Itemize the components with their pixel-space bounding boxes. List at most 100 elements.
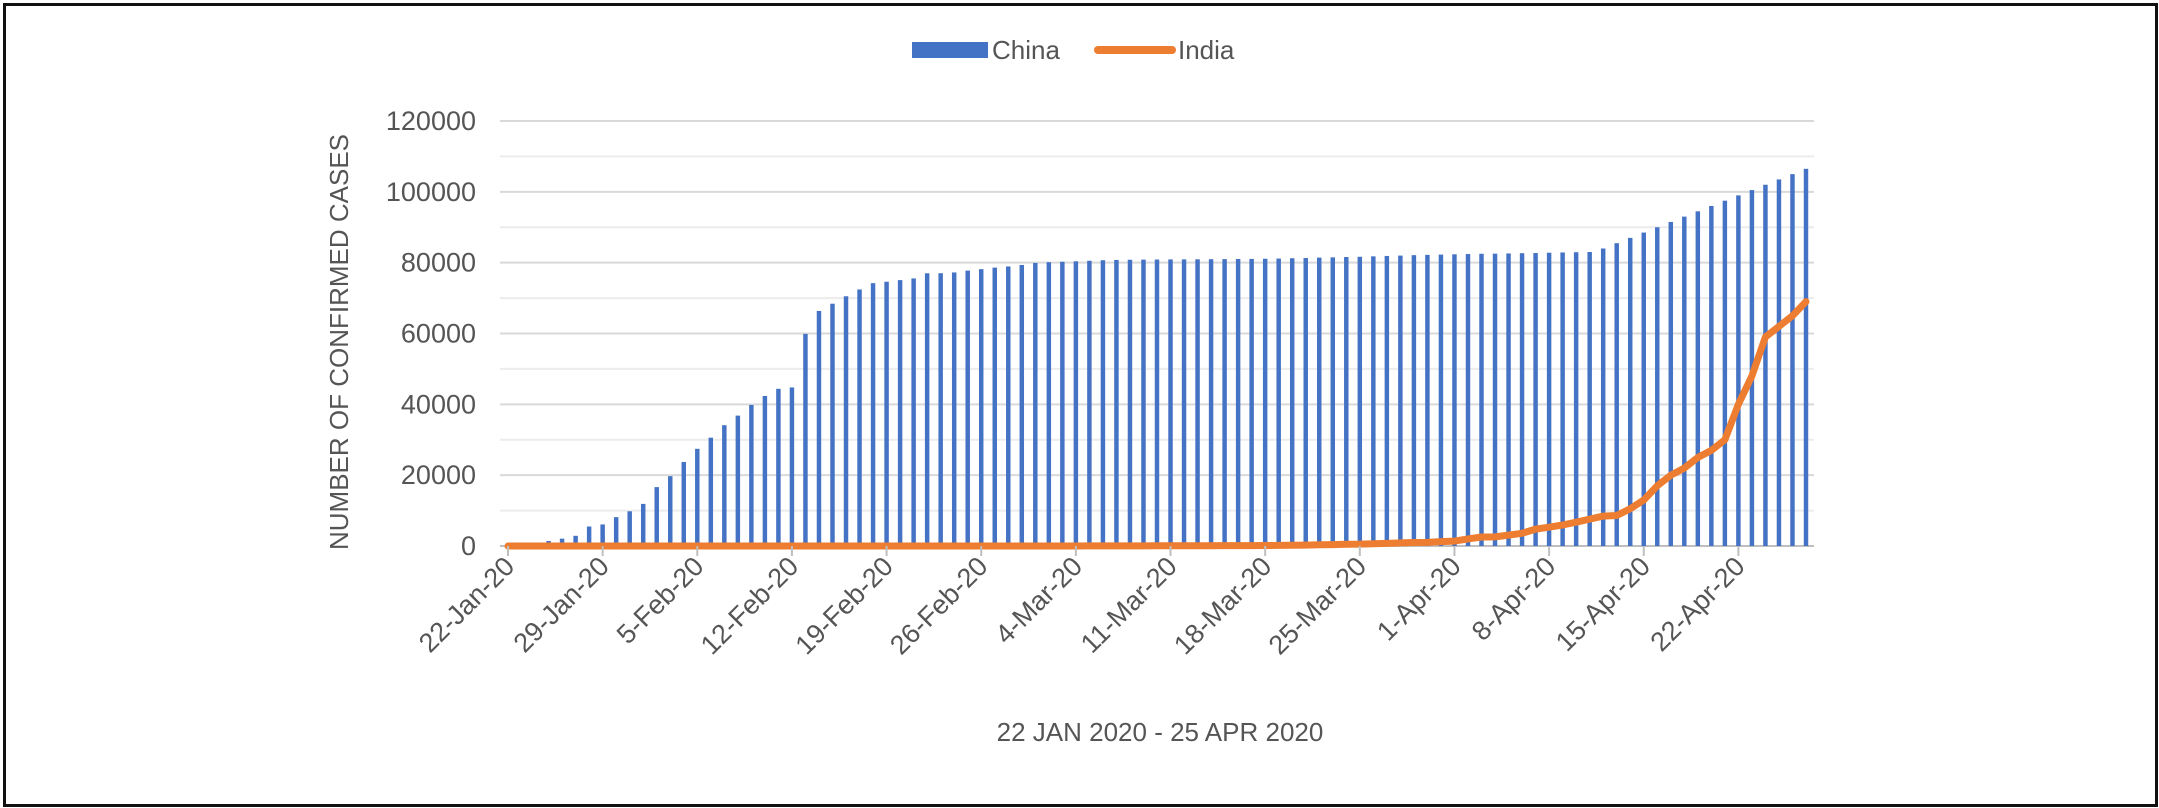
china-bar bbox=[708, 437, 714, 546]
china-bar bbox=[830, 303, 835, 546]
china-bar bbox=[1790, 174, 1795, 546]
china-bar bbox=[1019, 264, 1025, 546]
china-bar bbox=[803, 333, 808, 546]
china-bar bbox=[1141, 259, 1146, 546]
china-bar bbox=[1573, 252, 1579, 547]
china-bar bbox=[1763, 184, 1768, 546]
china-bar bbox=[749, 404, 754, 546]
china-bar bbox=[1533, 253, 1538, 547]
china-bar bbox=[668, 476, 673, 546]
china-bar bbox=[1803, 168, 1809, 546]
china-bar bbox=[1425, 254, 1430, 546]
x-axis-title: 22 JAN 2020 - 25 APR 2020 bbox=[997, 717, 1324, 747]
legend-india-label: India bbox=[1178, 35, 1235, 65]
x-tick-label: 25-Mar-20 bbox=[1263, 551, 1372, 660]
china-bar bbox=[1384, 255, 1390, 546]
china-bar bbox=[573, 535, 578, 546]
china-bar bbox=[843, 296, 849, 546]
china-bar bbox=[1668, 221, 1674, 546]
china-bar bbox=[613, 517, 619, 546]
x-tick-label: 29-Jan-20 bbox=[508, 551, 615, 658]
china-bar bbox=[1060, 261, 1065, 546]
china-bar bbox=[1154, 259, 1160, 546]
x-tick-label: 15-Apr-20 bbox=[1550, 551, 1656, 657]
china-bar bbox=[938, 273, 943, 546]
china-bar bbox=[1046, 262, 1052, 546]
china-bar bbox=[911, 278, 916, 546]
china-bar bbox=[1100, 260, 1106, 546]
y-tick-label: 120000 bbox=[386, 106, 476, 136]
china-bar bbox=[1087, 260, 1092, 546]
china-bar bbox=[695, 448, 700, 546]
china-bar bbox=[735, 415, 741, 546]
y-tick-label: 0 bbox=[461, 531, 476, 561]
y-axis-ticks: 0 20000 40000 60000 80000 100000 120000 bbox=[386, 106, 476, 561]
china-bar bbox=[1682, 216, 1687, 546]
china-bar bbox=[1114, 259, 1119, 546]
china-bar bbox=[559, 538, 565, 546]
china-bar bbox=[897, 280, 903, 546]
china-bar bbox=[1330, 257, 1336, 546]
india-line bbox=[504, 298, 1810, 550]
china-bar bbox=[1614, 243, 1619, 546]
india-series-line bbox=[504, 298, 1810, 550]
china-bar bbox=[924, 273, 930, 546]
x-tick-label: 11-Mar-20 bbox=[1075, 551, 1183, 659]
y-tick-label: 20000 bbox=[401, 460, 476, 490]
china-bar bbox=[1506, 253, 1511, 547]
x-tick-label: 8-Apr-20 bbox=[1466, 551, 1561, 646]
china-bar bbox=[776, 388, 781, 546]
china-bar bbox=[1452, 254, 1457, 546]
china-bar bbox=[1235, 259, 1241, 546]
x-axis-ticks: 22-Jan-2029-Jan-205-Feb-2012-Feb-2019-Fe… bbox=[413, 546, 1751, 660]
china-bar bbox=[1249, 258, 1254, 546]
china-bar bbox=[762, 395, 768, 546]
china-bar bbox=[1776, 179, 1782, 546]
x-tick-label: 1-Apr-20 bbox=[1371, 551, 1466, 646]
china-bar bbox=[1208, 259, 1214, 546]
x-tick-label: 22-Apr-20 bbox=[1645, 551, 1751, 657]
legend-china-label: China bbox=[992, 35, 1060, 65]
china-bar bbox=[857, 289, 862, 546]
china-bar bbox=[1560, 252, 1565, 546]
china-bar bbox=[627, 511, 632, 546]
china-bar bbox=[1371, 256, 1376, 546]
x-tick-label: 19-Feb-20 bbox=[790, 551, 899, 660]
china-bar bbox=[586, 526, 592, 546]
china-bar bbox=[1289, 258, 1295, 546]
china-bar bbox=[1181, 259, 1187, 546]
china-bar bbox=[789, 387, 795, 546]
china-bar bbox=[1722, 200, 1728, 546]
y-tick-label: 60000 bbox=[401, 319, 476, 349]
china-bar bbox=[1519, 253, 1525, 546]
china-bar bbox=[654, 487, 659, 546]
x-tick-label: 18-Mar-20 bbox=[1168, 551, 1277, 660]
china-bar bbox=[722, 425, 727, 546]
china-bar bbox=[870, 283, 876, 546]
china-bar bbox=[1127, 259, 1133, 546]
china-bar bbox=[951, 272, 957, 546]
china-bar bbox=[600, 524, 605, 546]
china-bar bbox=[1262, 258, 1268, 546]
china-bar bbox=[1655, 227, 1660, 546]
china-bar bbox=[1438, 254, 1444, 546]
china-bar bbox=[884, 281, 889, 546]
china-bar bbox=[1344, 257, 1349, 546]
china-bar bbox=[1465, 254, 1471, 546]
china-bar bbox=[992, 267, 997, 546]
china-bar bbox=[1546, 252, 1552, 546]
china-bar bbox=[1398, 255, 1403, 547]
china-bar bbox=[1317, 257, 1322, 546]
china-bar bbox=[1033, 262, 1038, 546]
x-tick-label: 12-Feb-20 bbox=[695, 551, 804, 660]
china-bar bbox=[1709, 206, 1714, 546]
china-bar bbox=[681, 462, 687, 546]
y-axis-title: NUMBER OF CONFIRMED CASES bbox=[324, 134, 354, 550]
x-tick-label: 22-Jan-20 bbox=[413, 551, 520, 658]
china-bar bbox=[1357, 256, 1363, 546]
china-bar bbox=[640, 503, 646, 546]
x-tick-label: 26-Feb-20 bbox=[884, 551, 993, 660]
y-tick-label: 40000 bbox=[401, 389, 476, 419]
china-bar bbox=[1736, 195, 1741, 546]
china-bar bbox=[978, 269, 984, 546]
